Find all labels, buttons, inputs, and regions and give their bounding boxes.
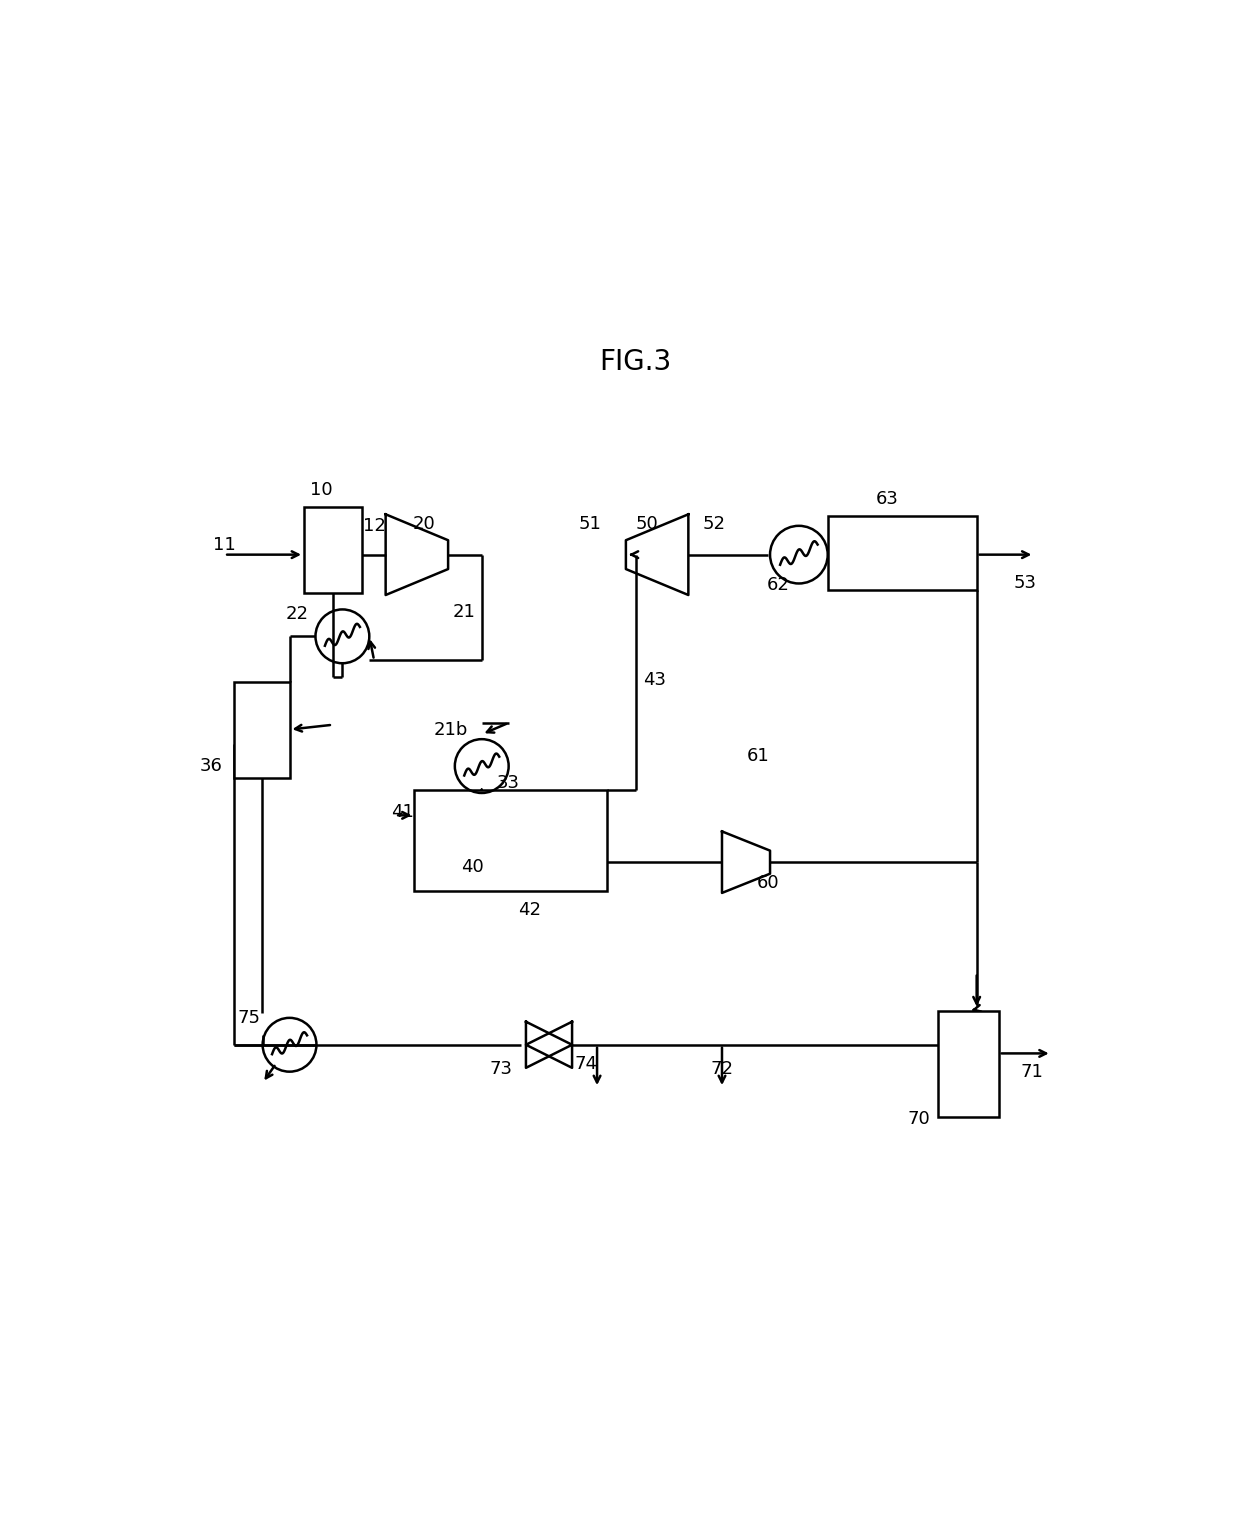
Text: 42: 42 xyxy=(518,902,542,919)
Text: 70: 70 xyxy=(908,1109,930,1127)
Text: 22: 22 xyxy=(285,605,309,624)
Bar xyxy=(234,682,290,777)
Text: 71: 71 xyxy=(1021,1063,1044,1081)
Text: 53: 53 xyxy=(1013,574,1037,593)
Text: 62: 62 xyxy=(766,576,789,594)
Text: 63: 63 xyxy=(875,490,899,508)
Text: FIG.3: FIG.3 xyxy=(599,349,672,376)
Text: 51: 51 xyxy=(579,515,601,533)
Text: 60: 60 xyxy=(756,874,780,892)
Bar xyxy=(414,790,606,891)
Text: 61: 61 xyxy=(748,748,770,765)
Text: 11: 11 xyxy=(213,536,236,554)
Text: 41: 41 xyxy=(392,803,414,822)
Text: 40: 40 xyxy=(461,859,484,876)
Text: 43: 43 xyxy=(644,671,666,688)
Text: 74: 74 xyxy=(574,1055,596,1074)
Text: 33: 33 xyxy=(497,774,520,793)
Text: 52: 52 xyxy=(703,515,725,533)
Text: 10: 10 xyxy=(310,481,332,499)
Bar xyxy=(304,507,362,593)
Text: 21: 21 xyxy=(453,604,476,621)
Bar xyxy=(939,1011,998,1117)
Text: 72: 72 xyxy=(711,1060,734,1078)
Text: 12: 12 xyxy=(362,516,386,535)
Bar xyxy=(828,516,977,590)
Text: 36: 36 xyxy=(200,757,222,776)
Text: 20: 20 xyxy=(413,515,435,533)
Text: 50: 50 xyxy=(636,515,658,533)
Text: 73: 73 xyxy=(490,1060,512,1078)
Text: 21b: 21b xyxy=(434,720,469,739)
Text: 75: 75 xyxy=(238,1009,260,1028)
